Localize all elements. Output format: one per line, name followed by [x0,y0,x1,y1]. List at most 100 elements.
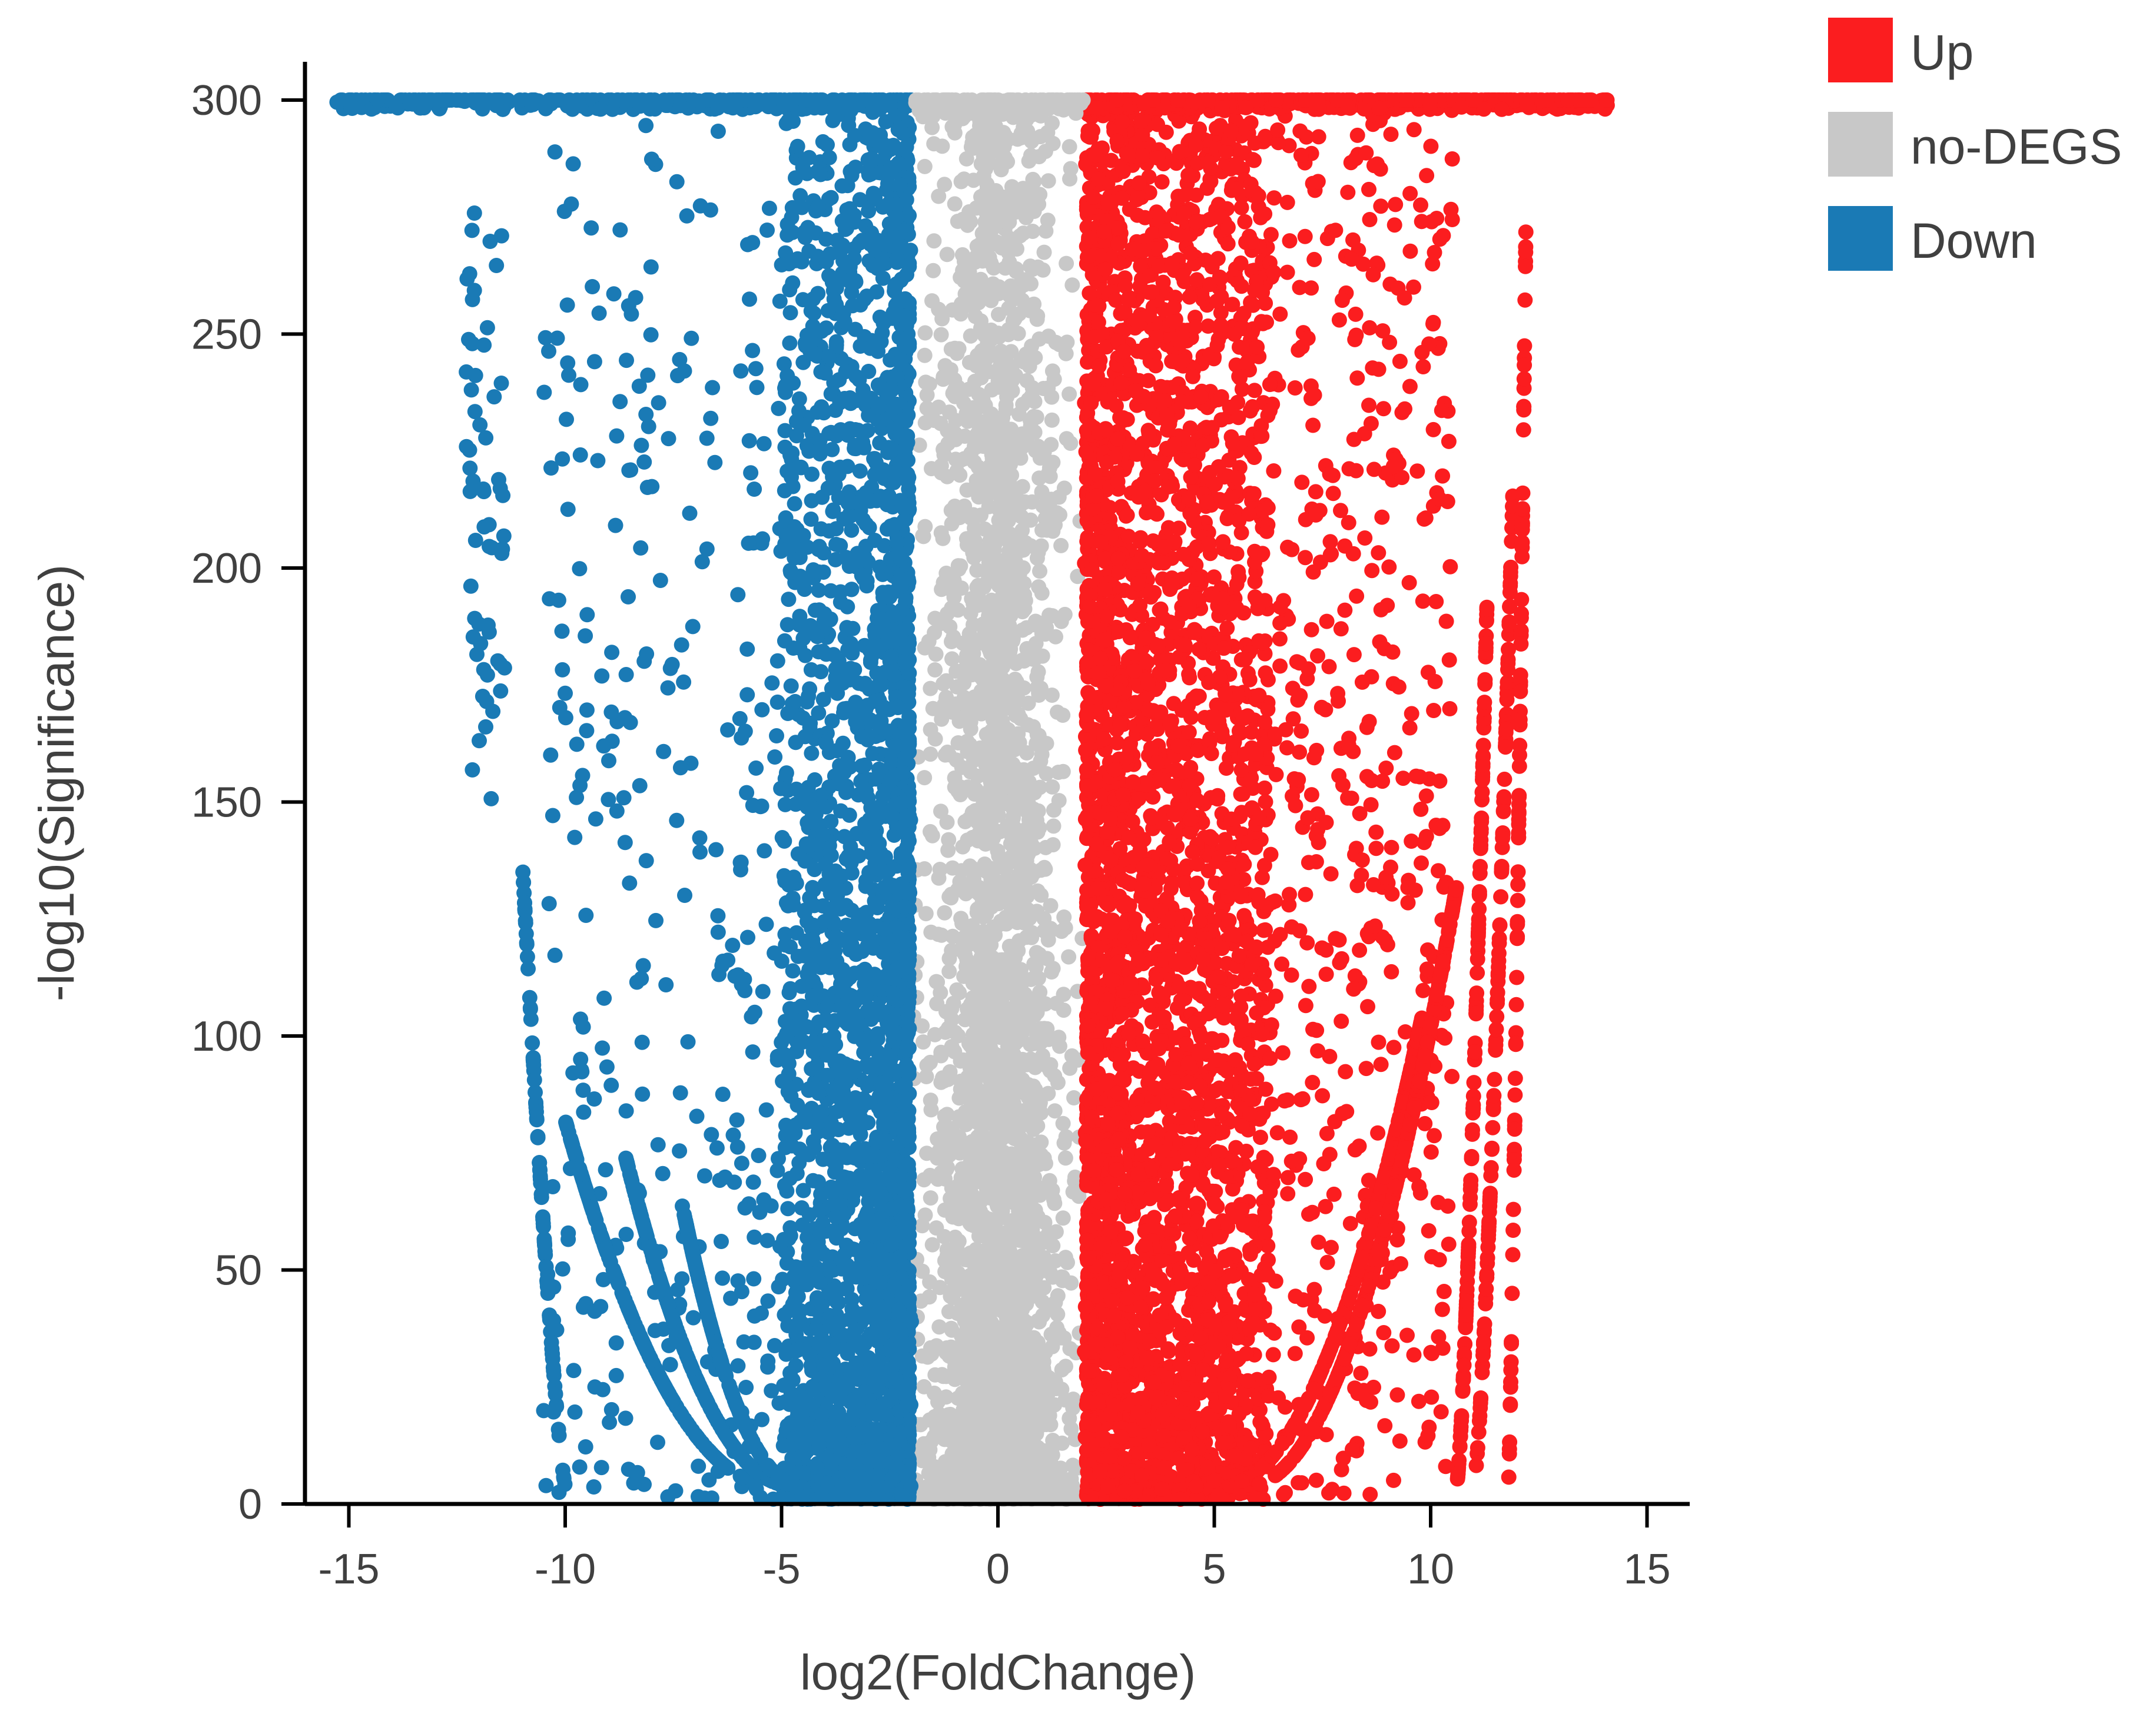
data-point [1057,1250,1073,1266]
data-point [980,1276,996,1291]
data-point [923,680,938,696]
data-point [1040,380,1056,396]
data-point [953,174,969,190]
data-point [947,696,963,712]
data-point [977,344,993,360]
data-point [990,748,1006,763]
data-point [1030,308,1046,324]
data-point [922,1274,938,1290]
data-point [1057,1150,1073,1166]
data-point [916,529,931,544]
data-point [1027,781,1043,797]
data-point [1029,904,1045,919]
data-point [957,813,973,829]
data-point [1063,161,1079,177]
data-point [936,575,951,590]
data-point [924,293,940,309]
data-point [947,1024,963,1040]
data-point [988,1127,1004,1143]
data-point [979,864,995,880]
data-point [927,610,943,626]
data-point [917,325,933,341]
data-point [987,219,1003,235]
data-point [939,247,955,263]
data-point [945,1209,961,1225]
data-point [1044,1447,1060,1463]
data-point [921,1289,937,1305]
data-point [986,124,1002,140]
data-point [1026,1121,1041,1137]
data-point [966,1476,982,1492]
data-point [1031,197,1047,212]
data-point [955,635,971,651]
data-point [1029,650,1044,666]
data-point [1003,592,1019,607]
data-point [914,1263,930,1279]
data-point [1046,1300,1062,1316]
data-point [1046,1191,1062,1207]
data-point [1031,149,1047,165]
data-point [927,1027,943,1042]
data-point [1040,466,1056,482]
data-point [937,358,953,374]
data-point [1044,412,1060,428]
data-point [921,633,937,649]
data-point [974,320,990,336]
data-point [983,1410,999,1426]
data-point [927,662,943,678]
data-point [973,1020,989,1036]
data-point [1030,664,1046,680]
data-point [1023,996,1039,1012]
data-point [980,767,996,783]
data-point [1021,796,1036,812]
data-point [938,1004,954,1020]
data-point [940,436,956,451]
data-point [1045,1433,1061,1448]
data-point [931,870,947,886]
data-point [1036,244,1052,260]
data-point [1035,498,1051,514]
data-point [986,553,1001,569]
data-point [954,247,970,263]
data-point [1034,746,1050,762]
data-point [923,1054,938,1070]
data-point [1003,836,1019,852]
data-point [1011,933,1027,949]
data-point [1000,1412,1016,1428]
data-point [923,1433,939,1449]
data-point [1025,1457,1041,1473]
data-point [1009,1299,1025,1315]
data-point [923,1093,938,1108]
data-point [968,1147,984,1163]
data-point [962,737,978,752]
data-point [931,1319,947,1335]
data-point [947,196,963,212]
data-point [917,158,933,174]
data-point [964,1171,980,1187]
data-point [1055,708,1071,723]
data-point [963,214,979,230]
data-point [1047,1397,1063,1413]
data-point [1013,855,1029,871]
data-point [939,814,955,830]
data-point [994,1012,1010,1028]
data-point [976,673,992,689]
data-point [1032,563,1047,579]
data-point [996,235,1012,251]
data-point [1011,429,1027,445]
data-point [996,1360,1012,1376]
data-point [949,982,965,998]
data-point [788,170,803,186]
data-point [943,886,959,902]
data-point [923,1190,938,1206]
data-point [852,463,868,479]
data-point [958,1196,974,1212]
data-point [1003,526,1018,542]
data-point [968,782,984,798]
data-point [1024,1250,1040,1266]
data-point [968,1114,984,1130]
data-point [943,341,959,357]
data-point [1037,626,1053,642]
data-point [999,957,1014,972]
